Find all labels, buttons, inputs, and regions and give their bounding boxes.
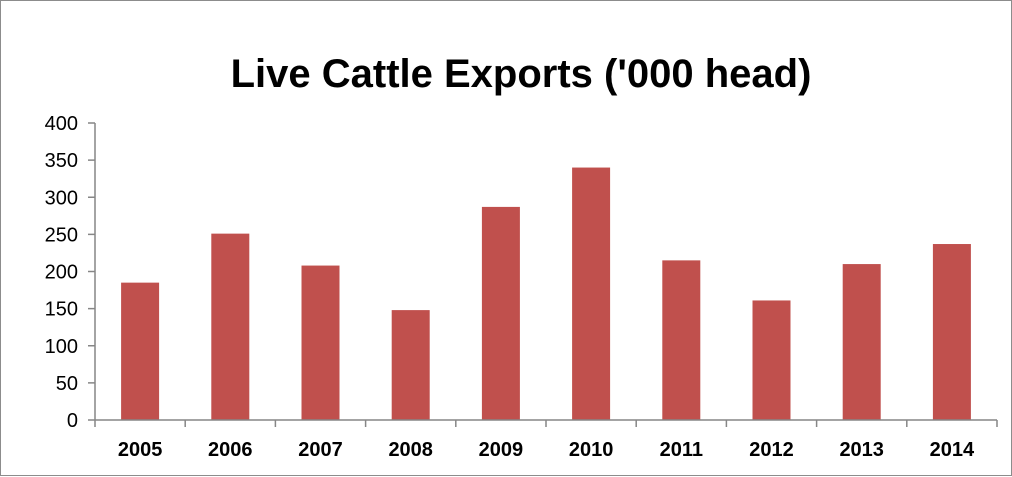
- y-tick-label: 100: [45, 336, 78, 358]
- x-tick-label: 2011: [660, 439, 703, 461]
- bar-2009: [481, 206, 520, 420]
- chart-title: Live Cattle Exports ('000 head): [231, 52, 812, 96]
- x-tick-label: 2008: [388, 439, 433, 461]
- bar-2007: [301, 265, 340, 420]
- y-tick-label: 150: [45, 299, 78, 321]
- bars-layer: [121, 167, 971, 420]
- bar-2014: [932, 244, 971, 420]
- bar-2006: [211, 233, 250, 420]
- y-tick-label: 200: [45, 262, 78, 284]
- y-tick-label: 250: [45, 224, 78, 246]
- x-tick-label: 2006: [208, 439, 253, 461]
- x-tick-label: 2012: [749, 439, 794, 461]
- y-tick-label: 0: [67, 410, 78, 432]
- x-tick-label: 2005: [118, 439, 163, 461]
- bar-2011: [662, 260, 701, 420]
- y-tick-label: 400: [45, 113, 78, 135]
- y-tick-label: 50: [56, 373, 78, 395]
- x-axis-ticks: 2005 2006 2007 2008 2009 2010 2011 2012 2013 2014: [94, 420, 998, 461]
- y-axis-ticks: 0 50 100 150 200 250 300 350 400: [45, 113, 95, 432]
- x-tick-label: 2014: [930, 439, 975, 461]
- bar-2010: [572, 167, 611, 420]
- bar-2012: [752, 300, 791, 420]
- bar-2008: [391, 310, 430, 420]
- x-tick-label: 2007: [298, 439, 343, 461]
- bar-2005: [121, 282, 160, 420]
- x-tick-label: 2010: [569, 439, 614, 461]
- x-tick-label: 2013: [839, 439, 884, 461]
- y-tick-label: 350: [45, 150, 78, 172]
- y-tick-label: 300: [45, 187, 78, 209]
- bar-2013: [842, 264, 881, 420]
- x-tick-label: 2009: [479, 439, 524, 461]
